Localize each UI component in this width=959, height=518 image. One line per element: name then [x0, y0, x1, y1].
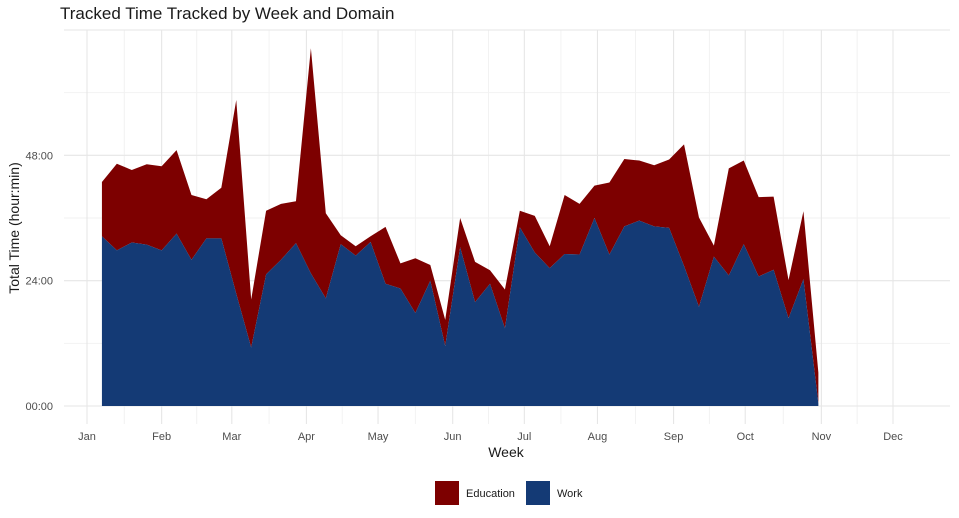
chart-title: Tracked Time Tracked by Week and Domain: [60, 4, 395, 23]
y-tick-label: 24:00: [25, 276, 53, 288]
x-tick-label: Feb: [152, 431, 171, 443]
x-tick-label: Sep: [664, 431, 684, 443]
legend-label-education: Education: [466, 488, 515, 500]
x-axis-ticks: Jan Feb Mar Apr May Jun Jul Aug Sep Oct Nov Dec: [78, 431, 903, 443]
legend-label-work: Work: [557, 488, 583, 500]
x-tick-label: Apr: [298, 431, 315, 443]
education-area: [101, 48, 819, 404]
x-tick-label: Dec: [883, 431, 903, 443]
y-tick-label: 00:00: [25, 401, 53, 413]
x-tick-label: May: [368, 431, 389, 443]
x-tick-label: Aug: [588, 431, 608, 443]
x-tick-label: Mar: [222, 431, 241, 443]
work-area: [101, 218, 819, 406]
legend: Education Work: [435, 481, 583, 505]
y-tick-label: 48:00: [25, 150, 53, 162]
x-axis-title: Week: [488, 444, 525, 460]
y-axis-title: Total Time (hour:min): [6, 162, 22, 293]
x-tick-label: Jul: [517, 431, 531, 443]
legend-swatch-education: [435, 481, 459, 505]
x-tick-label: Jan: [78, 431, 96, 443]
legend-swatch-work: [526, 481, 550, 505]
x-tick-label: Oct: [737, 431, 754, 443]
y-axis-ticks: 00:00 24:00 48:00: [25, 150, 53, 413]
x-tick-label: Nov: [812, 431, 832, 443]
x-tick-label: Jun: [444, 431, 462, 443]
area-layers: [101, 48, 819, 406]
